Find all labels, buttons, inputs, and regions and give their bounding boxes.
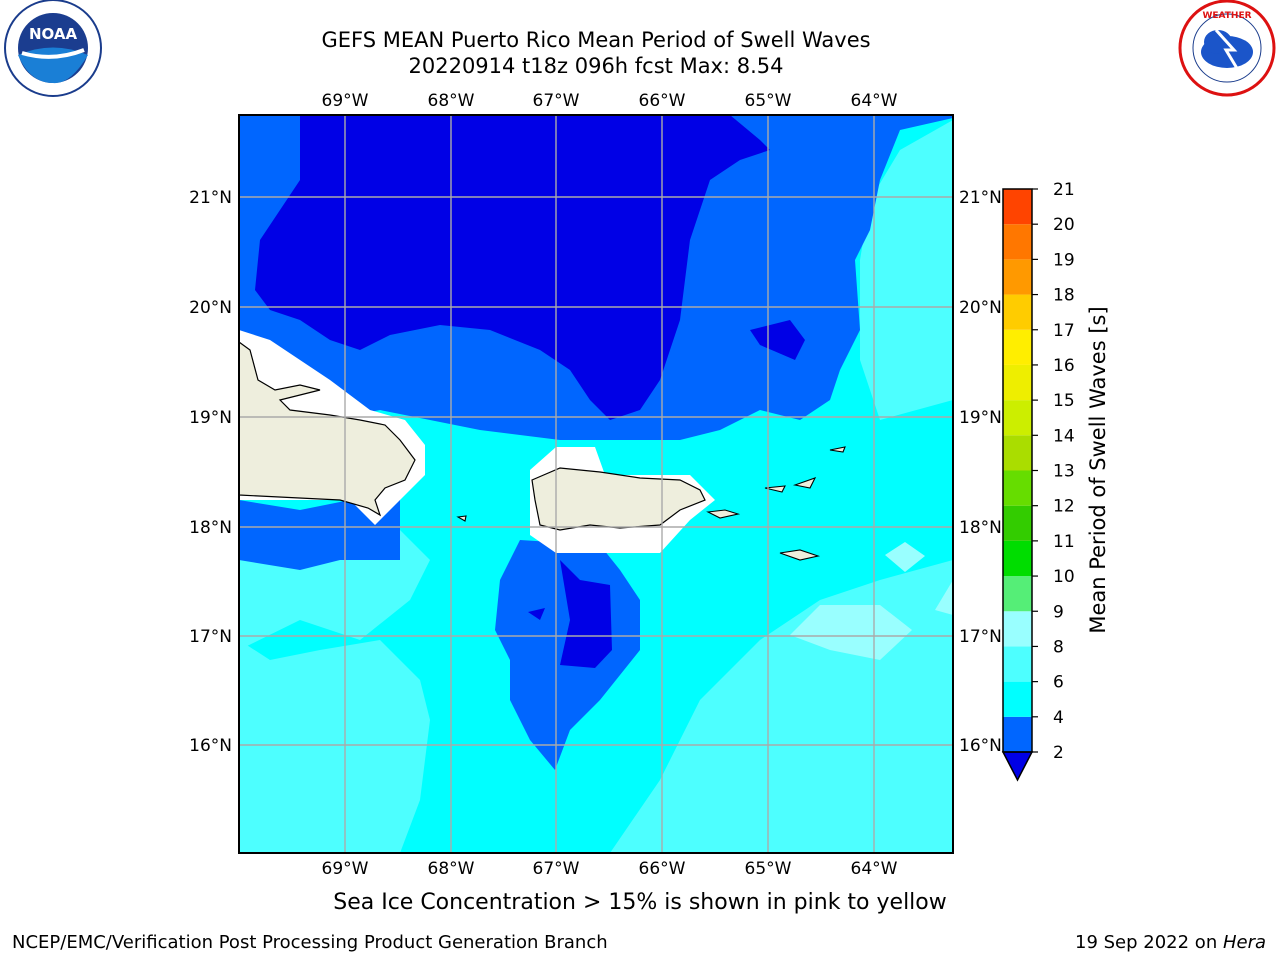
land-small-island-3 <box>764 485 786 493</box>
lat-label-left: 17°N <box>189 627 232 647</box>
colorbar-tick-label: 17 <box>1053 321 1075 341</box>
contour-deep-patch-1 <box>750 320 805 360</box>
chart-subtitle: 20220914 t18z 096h fcst Max: 8.54 <box>408 54 784 78</box>
colorbar-segment <box>1003 364 1032 401</box>
colorbar-tick-label: 6 <box>1053 673 1064 693</box>
colorbar: 2 4 6 8 9 10 11 12 13 14 15 16 17 18 19 20 21 Mean Period… <box>1001 180 1110 782</box>
lon-label-bottom: 69°W <box>322 859 369 879</box>
colorbar-tick-label: 8 <box>1053 637 1064 657</box>
sea-ice-note: Sea Ice Concentration > 15% is shown in … <box>333 890 947 915</box>
footer-date: 19 Sep 2022 on Hera <box>1075 932 1266 953</box>
lat-label-left: 20°N <box>189 298 232 318</box>
land-small-island-5 <box>829 446 846 453</box>
colorbar-tick-label: 10 <box>1053 567 1075 587</box>
lat-label-right: 19°N <box>959 408 1002 428</box>
contour-pale-patch-3 <box>935 580 953 615</box>
colorbar-tick-label: 12 <box>1053 497 1075 517</box>
lon-label-bottom: 66°W <box>639 859 686 879</box>
contour-light-region-ne <box>860 120 953 420</box>
colorbar-extend-arrow <box>1001 751 1034 782</box>
colorbar-tick-label: 20 <box>1053 215 1075 235</box>
axis-labels: 69°W 69°W 68°W 68°W 67°W 67°W 66°W 66°W 65°W 65°W… <box>189 91 1002 879</box>
colorbar-segment <box>1003 259 1032 295</box>
colorbar-tick-label: 16 <box>1053 356 1075 376</box>
lat-label-right: 21°N <box>959 188 1002 208</box>
lon-label-bottom: 64°W <box>851 859 898 879</box>
lat-label-right: 16°N <box>959 736 1002 756</box>
map-plot-area <box>239 115 953 853</box>
lat-label-right: 18°N <box>959 518 1002 538</box>
lon-label-bottom: 67°W <box>533 859 580 879</box>
colorbar-segment <box>1003 611 1032 647</box>
colorbar-segment <box>1003 716 1032 752</box>
colorbar-segment <box>1003 224 1032 260</box>
land-small-island-1 <box>706 509 741 519</box>
lat-label-left: 18°N <box>189 518 232 538</box>
map-frame <box>238 114 954 854</box>
gridlines <box>239 115 953 853</box>
contour-pale-patch-1 <box>790 605 912 660</box>
contour-deep-patch-2 <box>560 560 612 668</box>
colorbar-segment <box>1003 294 1032 330</box>
colorbar-segment <box>1003 505 1032 541</box>
colorbar-segment <box>1003 400 1032 436</box>
footer-credit: NCEP/EMC/Verification Post Processing Pr… <box>12 932 608 953</box>
colorbar-tick-label: 9 <box>1053 602 1064 622</box>
land-small-island-4 <box>792 477 817 489</box>
colorbar-segment <box>1003 435 1032 471</box>
colorbar-tick-label: 15 <box>1053 391 1075 411</box>
chart-title: GEFS MEAN Puerto Rico Mean Period of Swe… <box>321 28 871 52</box>
nws-logo: WEATHER <box>1178 0 1276 97</box>
colorbar-tick-label: 21 <box>1053 180 1075 200</box>
lon-label-top: 64°W <box>851 91 898 111</box>
lon-label-bottom: 68°W <box>428 859 475 879</box>
lat-label-right: 17°N <box>959 627 1002 647</box>
colorbar-tick-label: 4 <box>1053 708 1064 728</box>
lon-label-top: 68°W <box>428 91 475 111</box>
land-small-island-2 <box>779 549 821 561</box>
lat-label-left: 21°N <box>189 188 232 208</box>
colorbar-segment <box>1003 646 1032 682</box>
contour-deep-patch-3 <box>528 608 545 620</box>
lon-label-bottom: 65°W <box>745 859 792 879</box>
contour-deep-region <box>255 115 770 420</box>
colorbar-tick-label: 11 <box>1053 532 1075 552</box>
svg-text:NOAA: NOAA <box>29 25 78 43</box>
colorbar-segment <box>1003 576 1032 612</box>
colorbar-tick-label: 2 <box>1053 743 1064 763</box>
contour-pale-patch-2 <box>885 542 925 572</box>
lon-label-top: 66°W <box>639 91 686 111</box>
colorbar-tick-label: 18 <box>1053 286 1075 306</box>
svg-text:WEATHER: WEATHER <box>1202 11 1251 21</box>
colorbar-segment <box>1003 329 1032 365</box>
colorbar-tick-label: 13 <box>1053 462 1075 482</box>
colorbar-tick-label: 14 <box>1053 426 1075 446</box>
lon-label-top: 65°W <box>745 91 792 111</box>
colorbar-segment <box>1003 470 1032 506</box>
colorbar-segment <box>1003 540 1032 577</box>
contour-light-region-sw <box>239 530 430 853</box>
footer-date-text: 19 Sep 2022 on <box>1075 932 1223 953</box>
colorbar-segment <box>1003 189 1032 225</box>
contour-dark-band-west <box>239 490 400 570</box>
lat-label-left: 19°N <box>189 408 232 428</box>
colorbar-segment <box>1003 681 1032 717</box>
lat-label-right: 20°N <box>959 298 1002 318</box>
lon-label-top: 69°W <box>322 91 369 111</box>
colorbar-tick-label: 19 <box>1053 250 1075 270</box>
lat-label-left: 16°N <box>189 736 232 756</box>
colorbar-label: Mean Period of Swell Waves [s] <box>1086 306 1110 633</box>
land-hispaniola <box>239 341 416 517</box>
noaa-logo: NOAA <box>4 0 102 97</box>
footer-host: Hera <box>1222 932 1266 953</box>
land-small-island-6 <box>456 515 467 522</box>
lon-label-top: 67°W <box>533 91 580 111</box>
